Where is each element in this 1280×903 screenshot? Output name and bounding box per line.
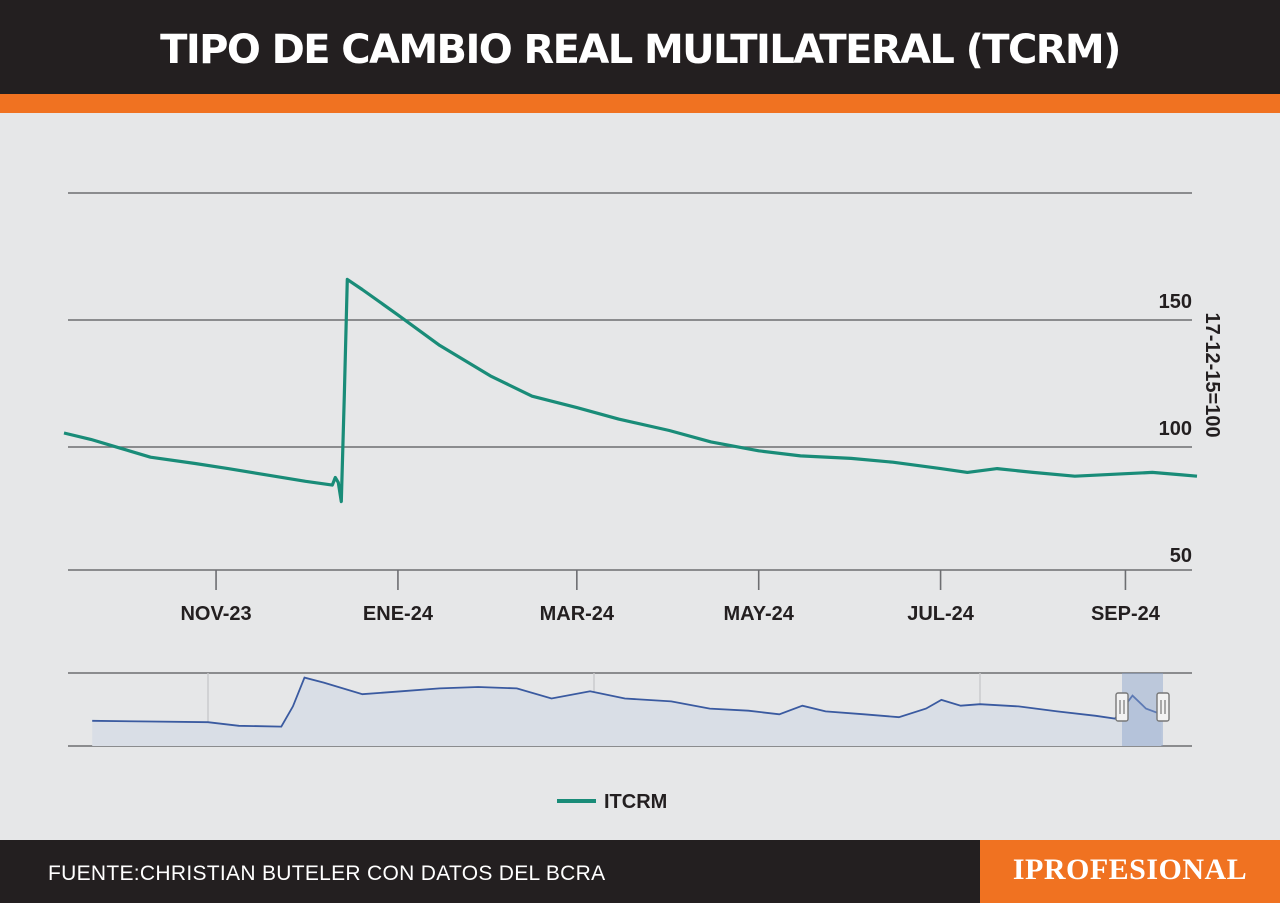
source-note: FUENTE:CHRISTIAN BUTELER CON DATOS DEL B…: [48, 862, 606, 885]
itcrm-series-line: [63, 277, 1198, 504]
page-title: TIPO DE CAMBIO REAL MULTILATERAL (TCRM): [160, 27, 1121, 73]
x-tick-label: MAY-24: [723, 603, 794, 625]
legend-entry-itcrm[interactable]: ITCRM: [604, 791, 667, 813]
x-tick-label: SEP-24: [1091, 603, 1161, 625]
x-tick-label: MAR-24: [540, 603, 615, 625]
header-accent-stripe: [0, 94, 1280, 113]
navigator-series-line: [92, 676, 1162, 728]
x-tick-label: JUL-24: [907, 603, 975, 625]
header-bar: [0, 0, 1280, 94]
navigator[interactable]: 200020102020: [68, 672, 1192, 747]
navigator-area: [92, 677, 1162, 746]
tcrm-chart: 50 100 150 17-12-15=100 NOV-23 ENE-24 MAR-24…: [63, 192, 1223, 813]
navigator-handle-left[interactable]: [1115, 692, 1129, 722]
y-tick-label: 100: [1159, 418, 1192, 440]
brand-box: [980, 840, 1280, 903]
y-axis-label: 17-12-15=100: [1201, 312, 1223, 437]
legend[interactable]: ITCRM: [557, 791, 667, 813]
brand-logo: IPROFESIONAL: [1012, 853, 1248, 886]
navigator-selection[interactable]: [1122, 673, 1163, 746]
x-axis: NOV-23 ENE-24 MAR-24 MAY-24 JUL-24 SEP-24: [68, 569, 1192, 625]
y-tick-label: 50: [1170, 545, 1192, 567]
navigator-handle-right[interactable]: [1156, 692, 1170, 722]
x-tick-label: NOV-23: [180, 603, 251, 625]
gridlines: [68, 192, 1192, 448]
y-tick-labels: 50 100 150: [1159, 291, 1192, 567]
y-tick-label: 150: [1159, 291, 1192, 313]
footer-bar: [0, 840, 980, 903]
x-tick-label: ENE-24: [363, 603, 434, 625]
